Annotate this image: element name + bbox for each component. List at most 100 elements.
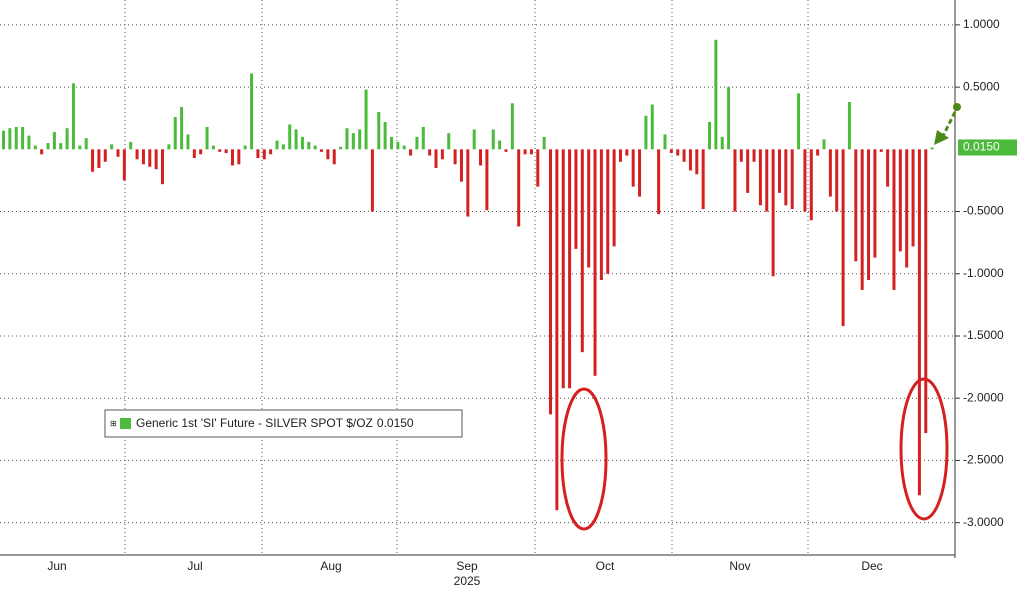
bar <box>211 145 215 150</box>
bar <box>555 149 559 511</box>
bar <box>860 149 864 290</box>
bar <box>307 141 311 150</box>
bar <box>472 129 476 150</box>
bar <box>905 149 909 268</box>
bar <box>708 121 712 150</box>
bar <box>809 149 813 221</box>
bar <box>2 130 5 150</box>
bar <box>8 128 12 150</box>
bar <box>180 107 184 150</box>
bar <box>758 149 762 206</box>
bar <box>568 149 572 389</box>
highlight-ellipse <box>899 377 949 521</box>
bar <box>103 149 107 162</box>
legend-name: Generic 1st 'SI' Future - SILVER SPOT $/… <box>136 416 373 430</box>
bar <box>510 103 514 150</box>
bar <box>288 124 292 150</box>
bar <box>930 147 934 150</box>
bar <box>52 131 56 150</box>
bar <box>78 145 82 150</box>
y-tick-label: -0.5000 <box>963 204 1004 218</box>
bar <box>549 149 553 415</box>
bar <box>275 140 279 150</box>
bar <box>389 136 393 150</box>
bar <box>485 149 489 211</box>
bar <box>631 149 635 187</box>
bar <box>517 149 521 227</box>
bar <box>498 140 502 150</box>
bar <box>269 149 273 155</box>
bar <box>828 149 832 197</box>
bar <box>606 149 610 274</box>
bar <box>27 135 31 150</box>
arrow-head <box>934 130 949 145</box>
bar <box>644 115 648 150</box>
y-tick-label: 0.5000 <box>963 79 1000 93</box>
bar <box>65 128 69 150</box>
month-label: Nov <box>729 559 750 573</box>
bar <box>867 149 871 280</box>
bar <box>218 149 222 152</box>
last-value-tag <box>958 139 1017 156</box>
bar <box>466 149 470 217</box>
bar <box>593 149 597 376</box>
bar <box>97 149 101 168</box>
bar <box>898 149 902 252</box>
bar <box>358 129 362 150</box>
bar <box>396 141 400 150</box>
legend-swatch <box>120 418 131 429</box>
bar <box>332 149 336 165</box>
bar <box>383 121 387 150</box>
bar <box>618 149 622 162</box>
bar <box>370 149 374 212</box>
month-label: Jun <box>47 559 66 573</box>
y-tick-label: -3.0000 <box>963 515 1004 529</box>
bar <box>504 149 508 152</box>
bar <box>847 102 851 150</box>
legend-toggle: ⊞ <box>110 419 117 428</box>
y-tick-label: -2.5000 <box>963 453 1004 467</box>
bar <box>447 133 451 150</box>
bar <box>835 149 839 212</box>
bar <box>612 149 616 247</box>
bar <box>491 129 495 150</box>
bar <box>230 149 234 166</box>
bar <box>351 133 355 150</box>
legend-text: Generic 1st 'SI' Future - SILVER SPOT $/… <box>136 416 414 430</box>
bar <box>688 149 692 171</box>
bar <box>854 149 858 262</box>
bar <box>739 149 743 162</box>
bar <box>14 126 18 150</box>
bar <box>523 149 527 155</box>
bar <box>154 149 158 170</box>
bar <box>816 149 820 156</box>
bar <box>256 149 260 159</box>
bar <box>479 149 483 166</box>
bar <box>542 136 546 150</box>
bar <box>205 126 209 150</box>
bar <box>320 149 324 152</box>
last-value-label: 0.0150 <box>963 140 1000 154</box>
bar <box>192 149 196 159</box>
bar <box>587 149 591 268</box>
bar <box>243 145 247 150</box>
y-tick-label: -1.5000 <box>963 328 1004 342</box>
bar <box>682 149 686 162</box>
bar <box>173 116 177 150</box>
month-label: Jul <box>187 559 202 573</box>
bar <box>676 149 680 156</box>
month-label: Oct <box>596 559 615 573</box>
bar <box>580 149 584 353</box>
bar <box>402 145 406 150</box>
year-label: 2025 <box>454 574 481 588</box>
month-grid <box>124 0 809 555</box>
bar <box>574 149 578 249</box>
bar <box>720 136 724 150</box>
bar <box>364 89 368 150</box>
month-label: Aug <box>320 559 341 573</box>
bar <box>409 149 413 156</box>
bar <box>657 149 661 215</box>
bar <box>71 83 75 150</box>
bar <box>434 149 438 168</box>
